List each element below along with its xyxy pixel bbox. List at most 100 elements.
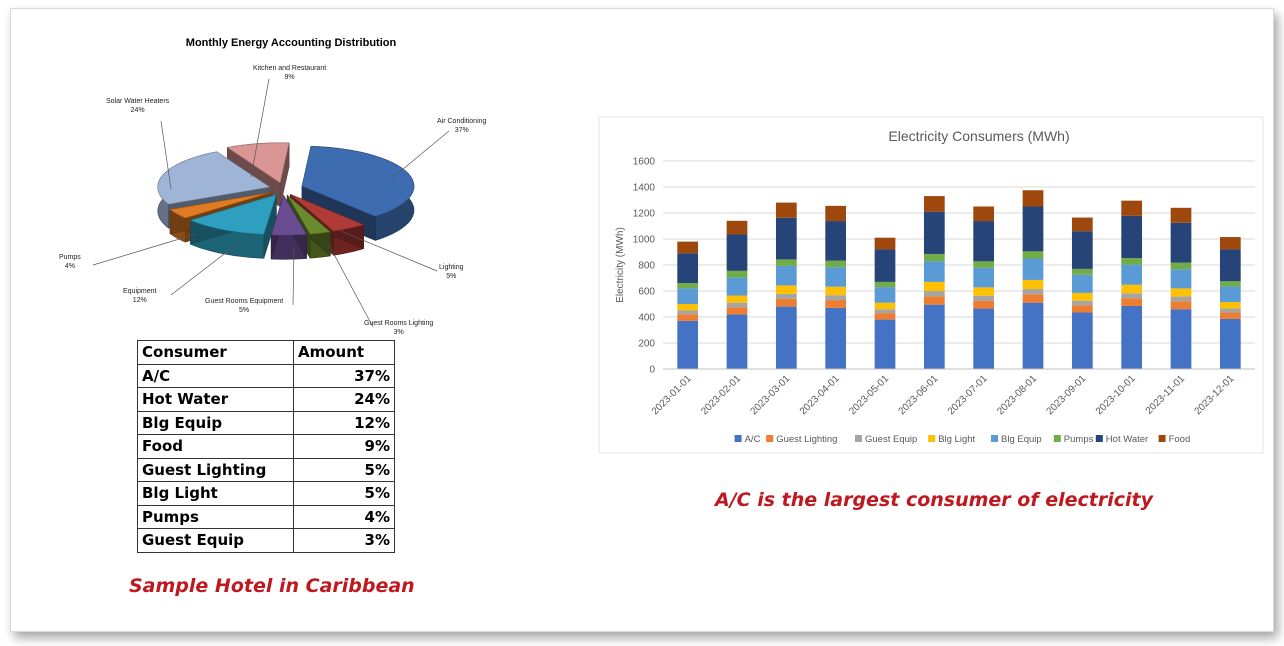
bar-segment xyxy=(1121,284,1143,294)
x-tick-label: 2023-04-01 xyxy=(798,373,842,417)
bar-segment xyxy=(825,221,847,261)
bar-segment xyxy=(726,302,748,308)
bar-segment xyxy=(874,319,896,369)
bar-chart-graphic: Electricity Consumers (MWh) 0 200 400 600 800… xyxy=(598,116,1264,454)
y-tick-label: 400 xyxy=(638,313,655,324)
bar-segment xyxy=(775,298,797,307)
x-tick-label: 2023-12-01 xyxy=(1193,373,1237,417)
bar-segment xyxy=(1121,305,1143,369)
table-row: Pumps 4% xyxy=(137,504,395,529)
pie-label-lighting: Lighting 5% xyxy=(439,264,464,280)
bar-segment xyxy=(923,261,945,282)
table-header-row: Consumer Amount xyxy=(137,340,395,365)
y-tick-label: 1400 xyxy=(633,183,656,194)
pie-label-solar: Solar Water Heaters 24% xyxy=(106,98,170,114)
bar-segment xyxy=(825,205,847,222)
bar-segment xyxy=(1170,222,1192,263)
pie-leader-line xyxy=(170,240,242,296)
bar-segment xyxy=(973,221,995,262)
bar-segment xyxy=(1121,215,1143,259)
table-cell-amount: 5% xyxy=(293,457,395,482)
bar-segment xyxy=(1071,217,1093,232)
pie-leader-line xyxy=(390,130,450,180)
pie-chart: Monthly Energy Accounting Distribution K… xyxy=(11,9,571,349)
table-cell-consumer: Guest Equip xyxy=(137,528,294,553)
pie-label-equipment: Equipment 12% xyxy=(123,288,157,304)
bar-segment xyxy=(1219,312,1241,319)
bar-segment xyxy=(874,309,896,314)
y-tick-label: 600 xyxy=(638,287,655,298)
caption-right: A/C is the largest consumer of electrici… xyxy=(715,489,1153,511)
legend-swatch xyxy=(855,435,862,442)
bar-segment xyxy=(874,237,896,250)
y-axis-label: Electricity (MWh) xyxy=(615,227,626,303)
bar-segment xyxy=(825,295,847,301)
bar-segment xyxy=(677,241,699,254)
bar-segment xyxy=(973,308,995,369)
bar-segment xyxy=(1219,281,1241,287)
bar-segment xyxy=(1022,294,1044,303)
legend-swatch xyxy=(766,435,774,442)
pie-label-guest-equipment: Guest Rooms Equipment 5% xyxy=(205,298,284,314)
bar-segment xyxy=(1022,289,1044,295)
bar-chart: Electricity Consumers (MWh) 0 200 400 600 800… xyxy=(589,111,1269,461)
bar-segment xyxy=(923,281,945,291)
legend-swatch xyxy=(928,435,936,442)
legend-label: A/C xyxy=(745,434,761,445)
bar-segment xyxy=(1071,300,1093,306)
bar-segment xyxy=(825,267,847,287)
bar-segment xyxy=(973,287,995,296)
legend-swatch xyxy=(1053,435,1061,442)
bar-segment xyxy=(1219,249,1241,282)
table-row: Blg Equip 12% xyxy=(137,410,395,435)
x-tick-label: 2023-08-01 xyxy=(995,373,1039,417)
bar-segment xyxy=(1121,200,1143,216)
bar-segment xyxy=(973,295,995,301)
x-tick-label: 2023-09-01 xyxy=(1045,373,1089,417)
bar-segment xyxy=(1022,251,1044,259)
table-row: Guest Lighting 5% xyxy=(137,457,395,482)
bar-segment xyxy=(677,304,699,311)
bar-segment xyxy=(726,234,748,271)
table-row: Hot Water 24% xyxy=(137,387,395,412)
bar-segment xyxy=(923,211,945,254)
bar-segment xyxy=(775,293,797,299)
bar-segment xyxy=(973,267,995,288)
bar-segment xyxy=(825,260,847,268)
bar-segment xyxy=(923,296,945,305)
bar-segment xyxy=(1071,268,1093,275)
bar-segment xyxy=(1022,302,1044,369)
bar-segment xyxy=(923,196,945,212)
chart-area-border xyxy=(598,116,1264,454)
pie-label-kitchen: Kitchen and Restaurant 9% xyxy=(253,65,327,81)
table-header-consumer: Consumer xyxy=(137,340,294,365)
y-tick-label: 200 xyxy=(638,339,655,350)
bar-segment xyxy=(1219,237,1241,250)
bar-segment xyxy=(1121,264,1143,285)
bar-segment xyxy=(1170,207,1192,223)
table-cell-consumer: Blg Light xyxy=(137,481,294,506)
table-cell-amount: 9% xyxy=(293,434,395,459)
bar-segment xyxy=(825,300,847,308)
x-tick-label: 2023-05-01 xyxy=(847,373,891,417)
bar-segment xyxy=(825,307,847,369)
bar-segment xyxy=(775,217,797,260)
table-cell-amount: 12% xyxy=(293,410,395,435)
pie-leader-line xyxy=(340,230,438,272)
y-tick-label: 1600 xyxy=(633,157,656,168)
bar-segment xyxy=(1022,190,1044,207)
x-tick-label: 2023-01-01 xyxy=(650,373,694,417)
bar-segment xyxy=(677,314,699,321)
bar-segment xyxy=(775,306,797,369)
legend-label: Blg Equip xyxy=(1001,434,1042,445)
legend-swatch xyxy=(734,435,742,442)
bar-segment xyxy=(874,313,896,320)
bar-segment xyxy=(677,283,699,289)
bar-segment xyxy=(775,285,797,294)
bar-segment xyxy=(726,220,748,235)
bar-segment xyxy=(1071,292,1093,301)
bar-segment xyxy=(1170,296,1192,302)
bar-segment xyxy=(923,304,945,369)
bar-segment xyxy=(1071,274,1093,293)
bar-segment xyxy=(1071,312,1093,369)
